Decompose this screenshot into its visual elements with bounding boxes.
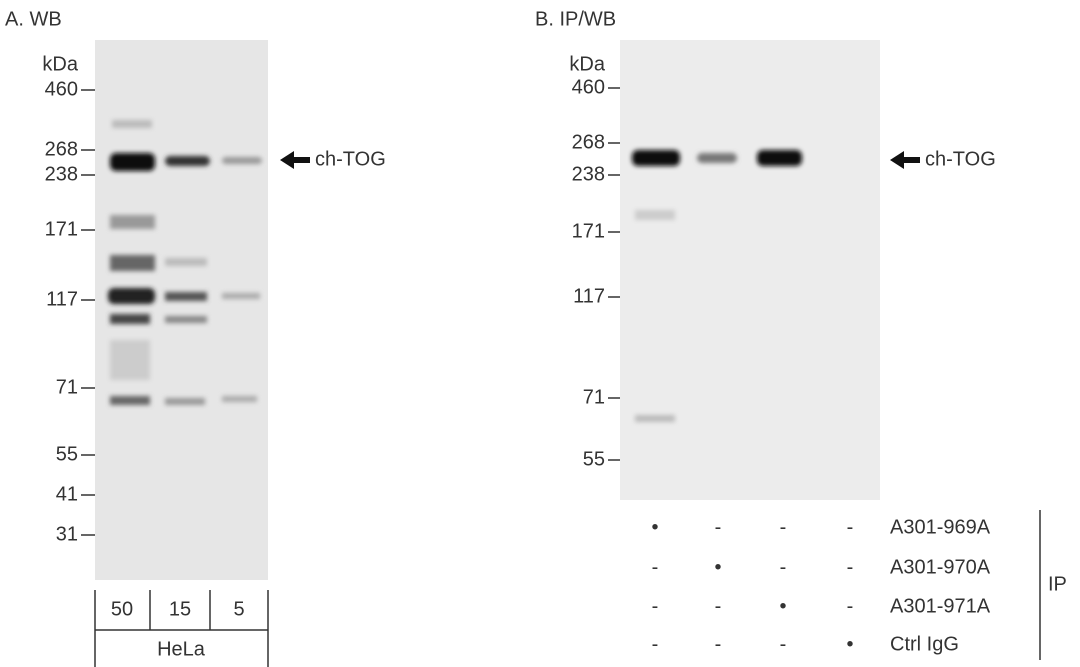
- marker-label: 460: [572, 76, 605, 98]
- ip-mark: -: [652, 556, 659, 578]
- marker-label: 268: [572, 131, 605, 153]
- unit-label: kDa: [569, 53, 605, 75]
- marker-label: 117: [573, 285, 605, 307]
- marker-label: 41: [56, 483, 78, 505]
- marker-label: 31: [56, 523, 78, 545]
- ip-mark: -: [652, 595, 659, 617]
- ip-mark: -: [847, 516, 854, 538]
- ip-mark: -: [780, 556, 787, 578]
- ip-mark: -: [715, 516, 722, 538]
- ip-label: IP: [1048, 573, 1067, 595]
- target-label: ch-TOG: [925, 148, 996, 170]
- lane-label: 15: [169, 598, 191, 620]
- marker-label: 238: [45, 163, 78, 185]
- unit-label: kDa: [42, 53, 78, 75]
- ip-row-label: A301-969A: [890, 516, 991, 538]
- arrow: [280, 151, 310, 169]
- marker-label: 71: [56, 376, 78, 398]
- ip-mark: •: [714, 556, 721, 578]
- ip-mark: -: [847, 556, 854, 578]
- ip-row-label: A301-970A: [890, 556, 991, 578]
- marker-label: 71: [583, 386, 605, 408]
- marker-label: 117: [46, 288, 78, 310]
- marker-label: 55: [56, 443, 78, 465]
- blot-b: [620, 40, 880, 500]
- marker-label: 238: [572, 163, 605, 185]
- ip-mark: -: [652, 633, 659, 655]
- lane-label: 5: [233, 598, 244, 620]
- marker-label: 460: [45, 78, 78, 100]
- panel-title: A. WB: [5, 8, 62, 30]
- marker-label: 171: [45, 218, 78, 240]
- ip-mark: -: [715, 633, 722, 655]
- lane-label: 50: [111, 598, 133, 620]
- panel-title: B. IP/WB: [535, 8, 616, 30]
- marker-label: 55: [583, 448, 605, 470]
- ip-mark: •: [846, 633, 853, 655]
- marker-label: 268: [45, 138, 78, 160]
- ip-row-label: A301-971A: [890, 595, 991, 617]
- ip-mark: •: [779, 595, 786, 617]
- ip-row-label: Ctrl IgG: [890, 633, 959, 655]
- ip-mark: -: [780, 633, 787, 655]
- lane-boxes: [94, 510, 1041, 667]
- ip-mark: -: [847, 595, 854, 617]
- target-label: ch-TOG: [315, 148, 386, 170]
- arrow: [890, 151, 920, 169]
- bands: [108, 120, 802, 422]
- marker-label: 171: [572, 220, 605, 242]
- blot-a: [95, 40, 268, 580]
- sample-label: HeLa: [157, 638, 206, 660]
- ip-mark: -: [780, 516, 787, 538]
- ip-mark: •: [651, 516, 658, 538]
- ip-mark: -: [715, 595, 722, 617]
